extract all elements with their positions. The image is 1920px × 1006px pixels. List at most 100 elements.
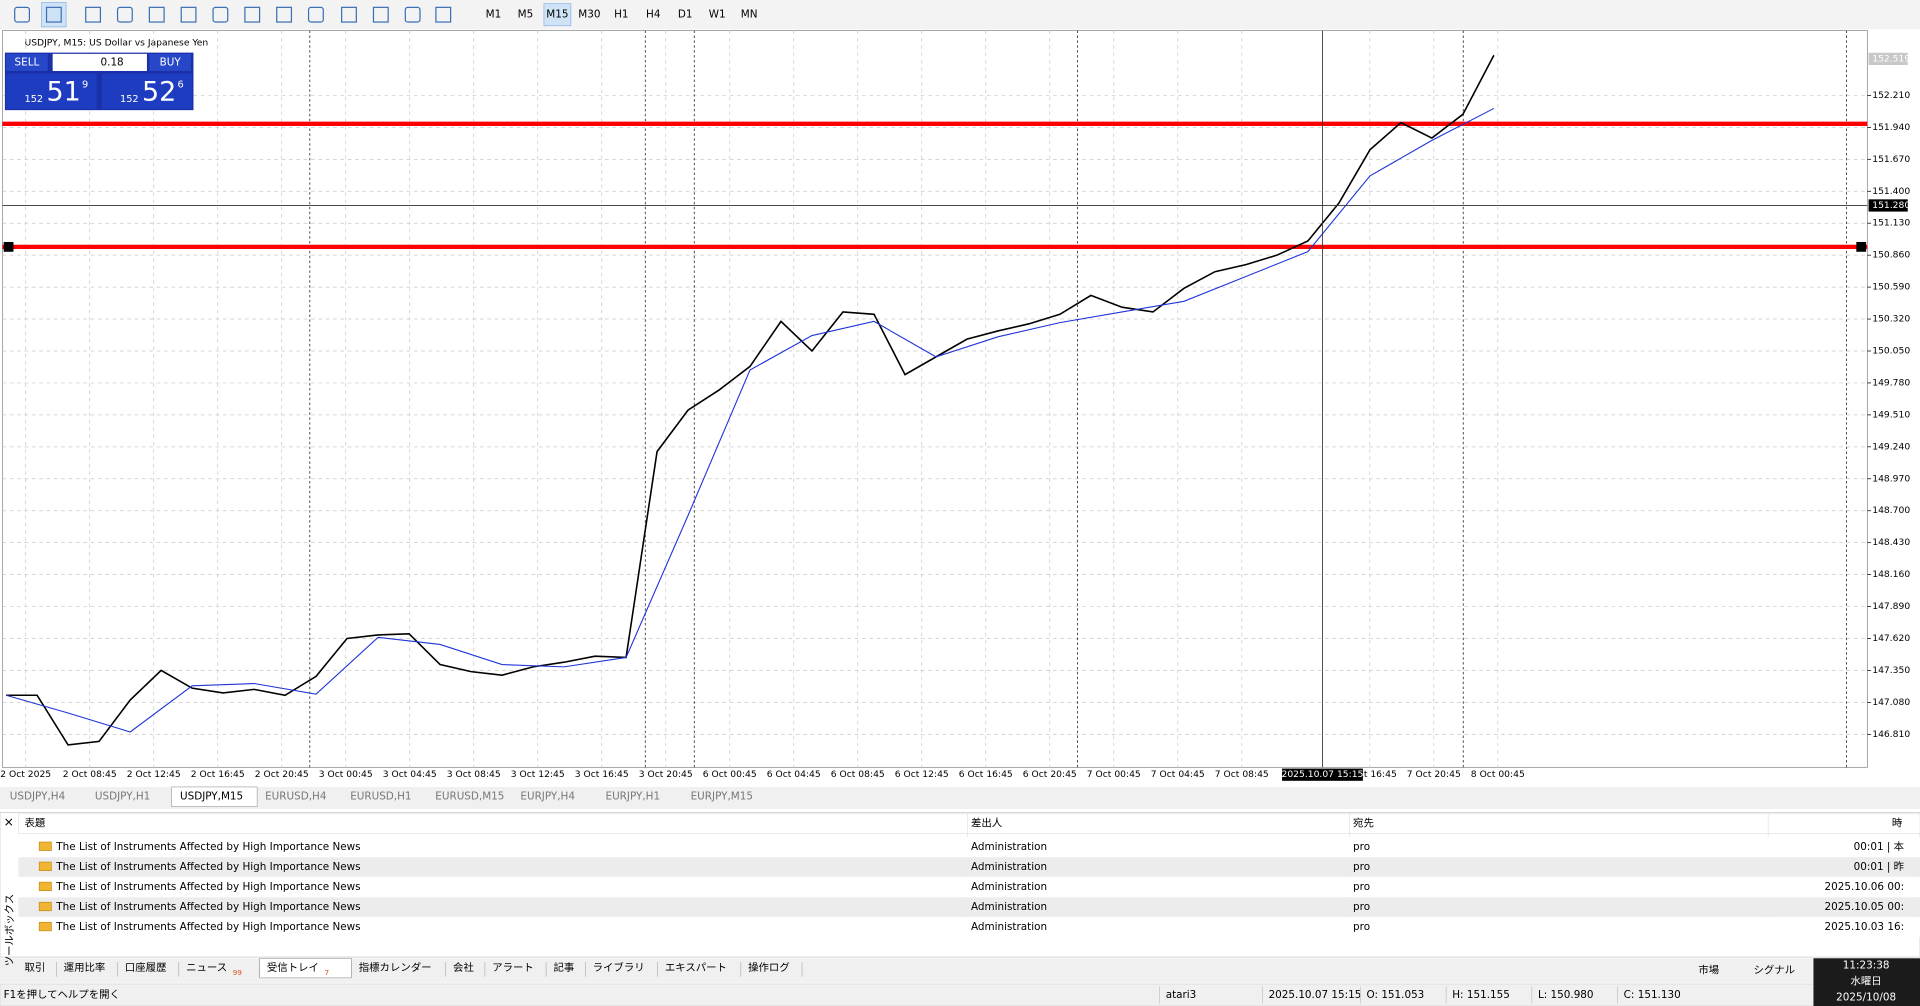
market-button[interactable]: 市場 [1698, 964, 1719, 977]
chart-tab[interactable]: USDJPY,M15 [180, 791, 243, 803]
tool-icon[interactable] [14, 6, 30, 23]
y-tick-label: 151.670 [1872, 154, 1910, 165]
column-header[interactable]: 宛先 [1353, 817, 1374, 830]
timeframe-button[interactable]: H4 [646, 9, 661, 21]
mail-cell: pro [1353, 901, 1370, 913]
timeframe-button[interactable]: MN [741, 9, 758, 21]
mail-cell: Administration [971, 841, 1047, 853]
toolbox-tab[interactable]: 取引 [24, 961, 45, 974]
toolbox-side-label: ツールボックス [4, 894, 16, 966]
status-close: C: 151.130 [1624, 989, 1681, 1001]
sell-button[interactable] [6, 53, 48, 71]
price-sup[interactable]: 6 [178, 79, 184, 90]
timeframe-button[interactable]: M5 [518, 9, 534, 21]
timeframe-button[interactable]: W1 [709, 9, 726, 21]
chart-tab[interactable]: EURUSD,H4 [265, 791, 327, 803]
chart-tab[interactable]: EURJPY,H4 [520, 791, 575, 803]
mail-row[interactable] [18, 897, 1920, 917]
price-button[interactable] [6, 73, 97, 109]
toolbox-tab[interactable]: 運用比率 [64, 961, 106, 974]
timeframe-button[interactable]: M15 [546, 9, 568, 21]
y-tick-label: 147.890 [1872, 601, 1910, 612]
toolbox-tab[interactable]: 会社 [453, 961, 474, 974]
x-tick-label: 6 Oct 04:45 [767, 769, 821, 780]
y-tick-label: 146.810 [1872, 729, 1910, 740]
x-tick-label: 7 Oct 08:45 [1215, 769, 1269, 780]
chart-tab[interactable]: USDJPY,H4 [10, 791, 66, 803]
price-button[interactable] [101, 73, 193, 109]
timeframe-button[interactable]: M30 [578, 9, 600, 21]
price-main[interactable]: 51 [47, 77, 81, 108]
timeframe-button[interactable]: H1 [614, 9, 628, 21]
toolbox-tab[interactable]: ニュース [186, 962, 227, 974]
y-tick-label: 151.400 [1872, 186, 1910, 197]
chart-tab[interactable]: EURUSD,H1 [350, 791, 411, 803]
toolbox-tab[interactable]: 操作ログ [748, 961, 790, 974]
y-tick-label: 149.240 [1872, 441, 1910, 452]
volume-box[interactable] [52, 53, 147, 71]
mail-cell: 00:01 | 昨 [1854, 861, 1905, 873]
x-tick-label: 2 Oct 12:45 [127, 769, 181, 780]
mail-row[interactable] [18, 837, 1920, 857]
chart-tab[interactable]: EURJPY,H1 [606, 791, 661, 803]
toolbox-tab[interactable]: 記事 [553, 961, 574, 974]
mail-cell: pro [1353, 861, 1370, 873]
buy-button[interactable] [149, 53, 192, 71]
tool-icon[interactable] [341, 6, 357, 23]
toolbox-tab[interactable]: 指標カレンダー [359, 961, 432, 974]
toolbox-tab[interactable]: アラート [492, 962, 534, 974]
mail-row[interactable] [18, 917, 1920, 937]
toolbox-tab[interactable]: 受信トレイ [267, 962, 319, 974]
price-big[interactable]: 152 [120, 94, 139, 105]
x-tick-label: 7 Oct 00:45 [1087, 769, 1141, 780]
chart-tab[interactable]: USDJPY,H1 [95, 791, 150, 803]
price-big[interactable]: 152 [24, 94, 43, 105]
clock-time: 11:23:38 [1843, 960, 1890, 972]
toolbox-tab[interactable]: エキスパート [665, 962, 727, 974]
level-handle[interactable] [3, 241, 14, 252]
tool-icon[interactable] [404, 6, 421, 23]
mail-row[interactable] [18, 857, 1920, 877]
toolbox-tab[interactable]: ライブラリ [593, 961, 645, 974]
chart-tab[interactable]: EURJPY,M15 [691, 791, 753, 803]
column-header[interactable]: 表題 [24, 817, 45, 830]
tool-icon[interactable] [116, 6, 133, 23]
tool-icon[interactable] [212, 6, 229, 23]
volume[interactable]: 0.18 [101, 56, 124, 68]
tool-icon[interactable] [45, 6, 62, 23]
tool-icon[interactable] [307, 6, 324, 23]
column-header[interactable]: 時 [1892, 818, 1903, 830]
timeframe-button[interactable]: D1 [678, 9, 693, 21]
timeframe-button[interactable]: M1 [486, 9, 502, 21]
tool-icon[interactable] [276, 6, 293, 23]
x-tick-label: 3 Oct 04:45 [383, 769, 437, 780]
y-tick-label: 151.940 [1872, 122, 1910, 133]
chart-tab[interactable]: EURUSD,M15 [435, 791, 504, 803]
tool-icon[interactable] [372, 6, 389, 23]
x-tick-label: 2 Oct 2025 [0, 769, 51, 780]
crosshair-x-label: 2025.10.07 15:15 [1282, 769, 1364, 780]
sell-label[interactable]: SELL [15, 56, 40, 68]
mail-cell: Administration [971, 861, 1047, 873]
moving-average [5, 107, 1495, 733]
tool-icon[interactable] [85, 6, 102, 23]
y-tick-label: 150.320 [1872, 314, 1910, 325]
close-x[interactable]: × [4, 815, 14, 829]
tool-icon[interactable] [244, 6, 261, 23]
chart-tab-active[interactable] [171, 786, 258, 807]
buy-label[interactable]: BUY [160, 56, 182, 68]
tool-icon[interactable] [148, 6, 165, 23]
mail-row[interactable] [18, 877, 1920, 897]
signal-button[interactable]: シグナル [1753, 964, 1795, 977]
chart-area [2, 30, 1868, 768]
tool-icon[interactable] [435, 6, 452, 23]
column-header[interactable]: 差出人 [971, 817, 1003, 830]
x-tick-label: 3 Oct 12:45 [511, 769, 565, 780]
mail-cell: The List of Instruments Affected by High… [55, 921, 360, 933]
price-sup[interactable]: 9 [82, 79, 88, 90]
level-handle[interactable] [1856, 241, 1867, 252]
tool-icon[interactable] [180, 6, 197, 23]
price-main[interactable]: 52 [142, 77, 176, 108]
toolbox-tab[interactable]: 口座履歴 [125, 961, 167, 974]
